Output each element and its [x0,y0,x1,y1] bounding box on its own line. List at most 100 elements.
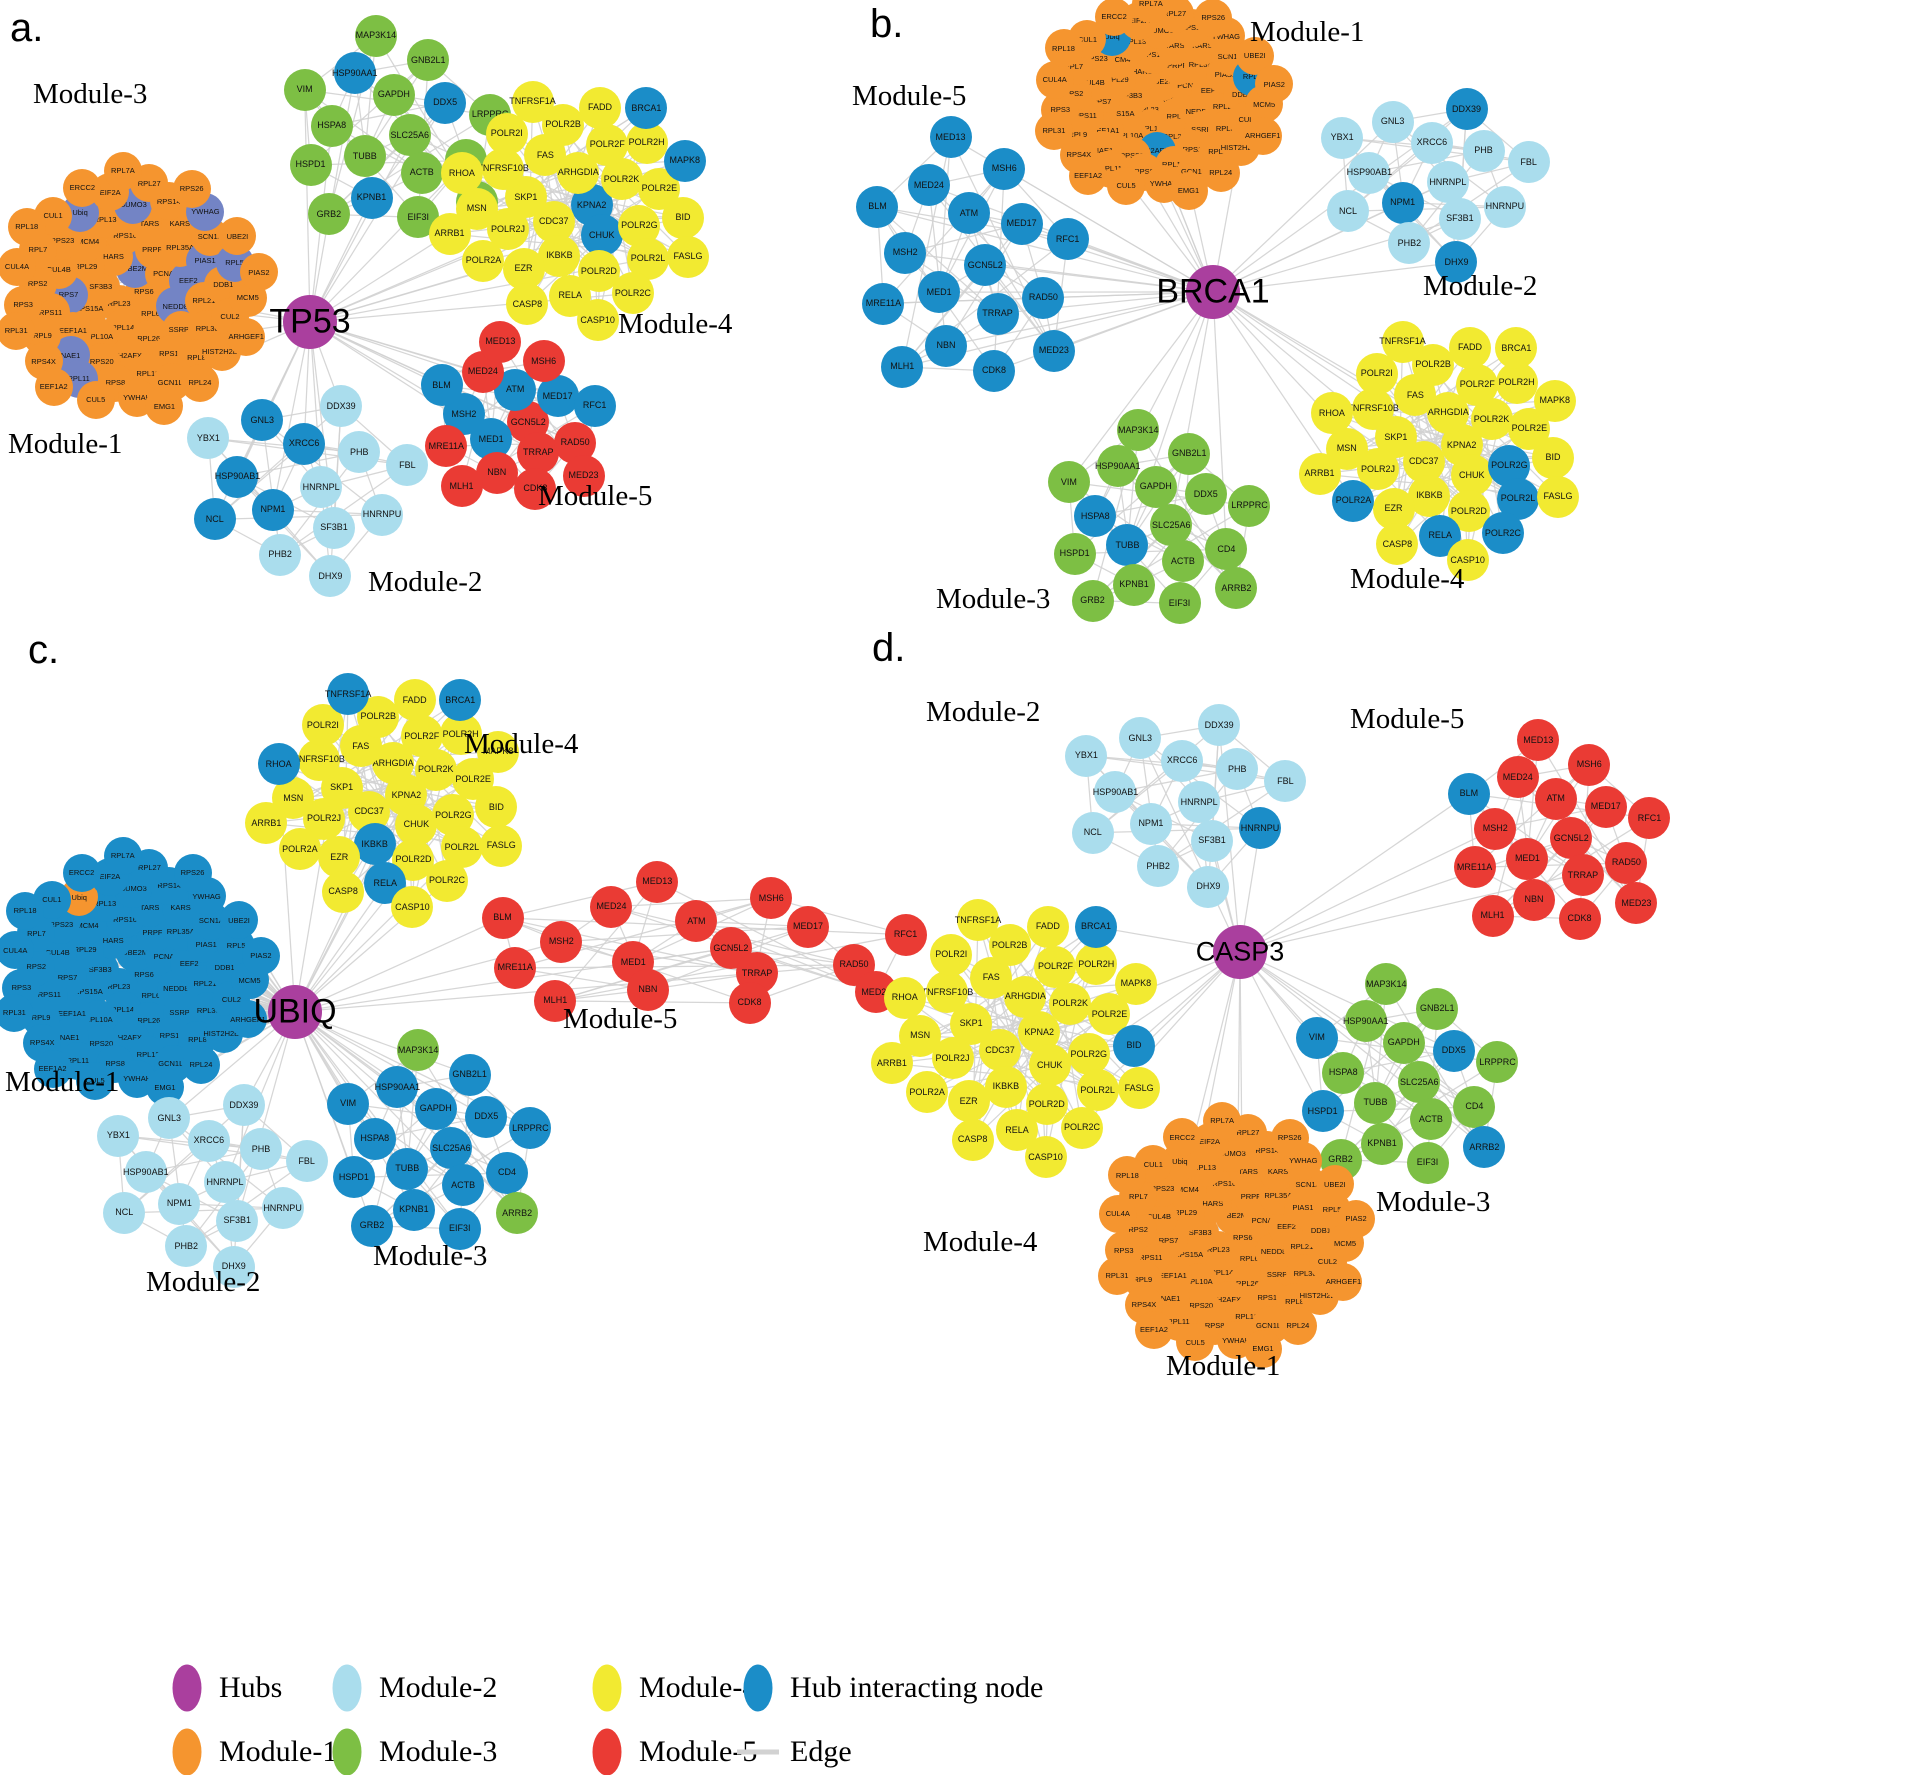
network-node[interactable]: HSP90AB1 [123,1151,169,1194]
network-node[interactable]: HNRNPU [1238,807,1281,850]
network-node[interactable]: RPL24 [180,364,219,403]
network-node[interactable]: CASP8 [1376,523,1419,566]
network-node[interactable]: MSH2 [540,920,583,963]
network-node[interactable]: PHB2 [1388,222,1431,265]
network-node[interactable]: GRB2 [1071,579,1114,622]
network-node[interactable]: FADD [1026,905,1069,948]
network-node[interactable]: MSH6 [983,147,1026,190]
network-node[interactable]: NPM1 [158,1182,201,1225]
network-node[interactable]: RHOA [257,743,300,786]
network-node[interactable]: TNFRSF10B [922,971,973,1014]
network-node[interactable]: XRCC6 [1161,739,1204,782]
network-node[interactable]: MED24 [1496,756,1539,799]
network-node[interactable]: PHB2 [259,533,302,576]
network-node[interactable]: RPL18 [1044,29,1083,68]
network-node[interactable]: NCL [1327,190,1370,233]
network-node[interactable]: BID [1112,1024,1155,1067]
network-node[interactable]: MED17 [1000,202,1043,245]
network-node[interactable]: RFC1 [573,384,616,427]
network-node[interactable]: FASLG [1536,475,1579,518]
network-node[interactable]: YBX1 [1065,734,1108,777]
network-node[interactable]: LRPPRC [1228,484,1271,527]
network-node[interactable]: CUL4A [1098,1194,1137,1233]
network-node[interactable]: SF3B1 [216,1199,259,1242]
network-node[interactable]: ATM [947,192,990,235]
network-node[interactable]: GNL3 [241,399,284,442]
network-node[interactable]: BLM [1447,772,1490,815]
network-node[interactable]: MAPK8 [477,730,520,773]
network-node[interactable]: TUBB [343,135,386,178]
network-node[interactable]: POLR2C [1481,512,1524,555]
network-node[interactable]: YBX1 [1321,116,1364,159]
network-node[interactable]: RPS26 [173,854,212,893]
network-node[interactable]: RFC1 [1046,218,1089,261]
network-node[interactable]: MAP3K14 [354,14,397,57]
network-node[interactable]: ARRB1 [1298,452,1341,495]
network-node[interactable]: ARRB2 [1215,567,1258,610]
network-node[interactable]: EZR [1372,487,1415,530]
network-node[interactable]: CHUK [1450,454,1493,497]
network-node[interactable]: ARHGEF1 [1324,1262,1363,1301]
network-node[interactable]: GNB2L1 [1168,432,1211,475]
network-node[interactable]: GAPDH [1382,1021,1425,1064]
network-node[interactable]: CD4 [1205,528,1248,571]
hub-node[interactable] [283,295,337,349]
network-node[interactable]: UBE2I [218,217,257,256]
network-node[interactable]: FADD [1449,326,1491,369]
network-node[interactable]: NCL [193,498,236,541]
network-node[interactable]: HSP90AB1 [1347,151,1392,194]
network-node[interactable]: HNRNPU [261,1187,304,1230]
network-node[interactable]: EIF3I [1406,1141,1449,1184]
network-node[interactable]: MLH1 [881,345,924,388]
network-node[interactable]: NBN [1513,878,1556,921]
network-node[interactable]: EMG1 [1243,1329,1282,1368]
network-node[interactable]: GRB2 [307,193,350,236]
network-node[interactable]: MED1 [1506,837,1549,880]
network-node[interactable]: POLR2A [1332,479,1375,522]
network-node[interactable]: FBL [1264,760,1307,803]
network-node[interactable]: RPL31 [1034,111,1073,150]
network-node[interactable]: ARRB1 [870,1042,913,1085]
network-node[interactable]: GAPDH [372,73,415,116]
network-node[interactable]: ACTB [400,151,443,194]
network-node[interactable]: PHB [1462,129,1505,172]
network-node[interactable]: CDK8 [1558,897,1601,940]
network-node[interactable]: RPL7A [1203,1101,1242,1140]
network-node[interactable]: NCL [1071,811,1114,854]
network-node[interactable]: CUL5 [1176,1323,1215,1362]
network-node[interactable]: CDK8 [728,981,771,1024]
network-node[interactable]: GNB2L1 [407,39,450,82]
network-node[interactable]: ARRB1 [245,802,288,845]
network-node[interactable]: HSPD1 [332,1156,375,1199]
network-node[interactable]: MED17 [1584,785,1627,828]
network-node[interactable]: DDX5 [465,1095,508,1138]
network-node[interactable]: TUBB [1354,1081,1397,1124]
network-node[interactable]: MLH1 [534,979,577,1022]
network-node[interactable]: PIAS2 [1337,1199,1375,1238]
network-node[interactable]: KPNB1 [392,1188,435,1231]
network-node[interactable]: MSH6 [522,340,565,383]
network-node[interactable]: HSPA8 [353,1117,396,1160]
network-node[interactable]: UBE2I [220,901,259,940]
network-node[interactable]: HSP90AA1 [1095,445,1140,488]
network-node[interactable]: CUL5 [76,1062,115,1101]
network-node[interactable]: PHB [1216,748,1259,791]
network-node[interactable]: CUL5 [76,381,115,419]
network-node[interactable]: RPL7A [103,151,142,190]
network-node[interactable]: POLR2F [1034,945,1077,988]
network-node[interactable]: EEF1A2 [33,1049,72,1088]
network-node[interactable]: BID [1531,436,1574,479]
network-node[interactable]: MED1 [918,271,961,314]
network-node[interactable]: HNRNPU [1483,185,1526,228]
network-node[interactable]: POLR2A [278,828,321,871]
network-node[interactable]: RAD50 [1605,841,1648,884]
network-node[interactable]: NBN [626,968,669,1011]
network-node[interactable]: CDK8 [514,467,557,510]
network-node[interactable]: DHX9 [309,555,352,598]
network-node[interactable]: MED13 [929,116,972,159]
network-node[interactable]: TNFRSF10B [1347,387,1399,430]
network-node[interactable]: ACTB [1409,1098,1452,1141]
network-node[interactable]: RPL31 [0,994,34,1033]
network-node[interactable]: GNB2L1 [448,1053,491,1096]
network-node[interactable]: CASP8 [506,283,549,326]
